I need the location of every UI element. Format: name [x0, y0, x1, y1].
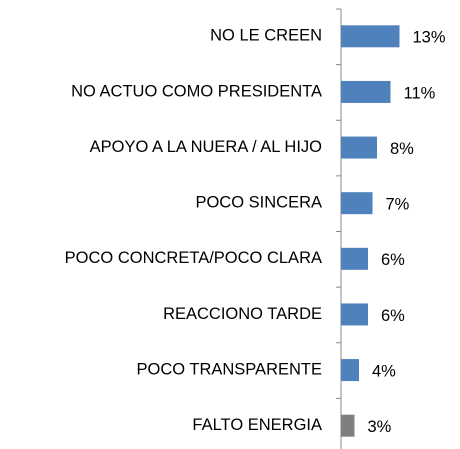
value-label: 13% [413, 29, 446, 47]
value-label: 6% [381, 251, 405, 269]
bar [341, 303, 368, 326]
bar [341, 80, 391, 103]
category-label: APOYO A LA NUERA / AL HIJO [90, 138, 322, 156]
value-label: 3% [368, 418, 392, 436]
value-label: 6% [381, 307, 405, 325]
bar [341, 136, 377, 159]
value-label: 8% [390, 140, 414, 158]
category-label: FALTO ENERGIA [192, 416, 322, 434]
bar [341, 247, 368, 270]
category-label: POCO SINCERA [195, 194, 322, 212]
bar [341, 359, 359, 382]
value-label: 4% [372, 362, 396, 380]
category-label: POCO TRANSPARENTE [136, 360, 322, 378]
category-label: NO ACTUO COMO PRESIDENTA [71, 82, 322, 100]
value-label: 11% [404, 84, 436, 102]
category-label: NO LE CREEN [210, 27, 322, 45]
bar [341, 192, 373, 215]
category-label: POCO CONCRETA/POCO CLARA [65, 249, 322, 267]
category-label: REACCIONO TARDE [163, 305, 322, 323]
value-label: 7% [386, 196, 410, 214]
bar [341, 414, 355, 437]
bar [341, 25, 400, 48]
